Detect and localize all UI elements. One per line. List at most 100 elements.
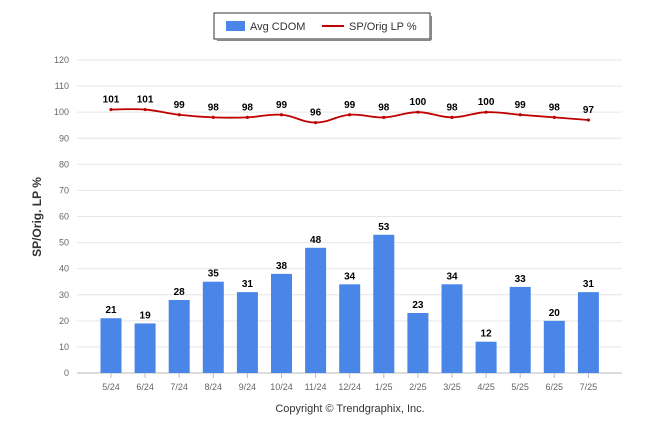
- bar-data-label: 53: [378, 222, 390, 233]
- x-tick-label: 3/25: [443, 382, 461, 392]
- bar-data-label: 31: [242, 279, 254, 290]
- bars: [100, 234, 599, 373]
- bar: [305, 247, 327, 373]
- line-data-label: 100: [478, 97, 495, 108]
- bar: [168, 299, 190, 373]
- legend-label-bar: Avg CDOM: [250, 21, 305, 33]
- bar: [373, 234, 395, 373]
- copyright: Copyright © Trendgraphix, Inc.: [275, 403, 424, 415]
- y-tick-label: 100: [54, 107, 69, 117]
- x-tick-label: 12/24: [338, 382, 361, 392]
- y-tick-label: 80: [59, 159, 69, 169]
- y-tick-label: 60: [59, 212, 69, 222]
- line-data-label: 101: [103, 95, 120, 106]
- x-tick-label: 5/24: [102, 382, 120, 392]
- bar-data-label: 21: [105, 305, 117, 316]
- bar: [134, 323, 156, 373]
- bar-labels: 21 19 28 35 31 38 48 34 53 23 34 12 33 20 31: [105, 222, 594, 340]
- line-point: [177, 113, 181, 117]
- y-tick-label: 0: [64, 368, 69, 378]
- bar: [339, 284, 361, 373]
- line-point: [518, 113, 522, 117]
- bar-data-label: 12: [481, 329, 493, 340]
- line-point: [348, 113, 352, 117]
- line-data-label: 98: [446, 102, 458, 113]
- line-data-label: 98: [242, 102, 254, 113]
- line-point: [552, 115, 556, 119]
- x-tick-label: 7/25: [580, 382, 598, 392]
- bar-data-label: 48: [310, 235, 322, 246]
- line-data-label: 99: [344, 100, 356, 111]
- x-tick-label: 4/25: [477, 382, 495, 392]
- line-series: [109, 107, 591, 125]
- x-tick-label: 5/25: [511, 382, 529, 392]
- line-point: [245, 115, 249, 119]
- y-tick-label: 20: [59, 316, 69, 326]
- line-data-label: 98: [378, 102, 390, 113]
- x-tick-label: 9/24: [239, 382, 257, 392]
- legend: Avg CDOM SP/Orig LP %: [213, 12, 432, 41]
- line-data-label: 99: [174, 100, 186, 111]
- line-data-label: 98: [208, 102, 220, 113]
- line-data-label: 99: [276, 100, 288, 111]
- x-tick-label: 2/25: [409, 382, 427, 392]
- bar: [509, 286, 531, 373]
- line-data-label: 100: [410, 97, 427, 108]
- line-point: [382, 115, 386, 119]
- x-axis-ticks: 5/24 6/24 7/24 8/24 9/24 10/24 11/24 12/24 1/25 2…: [102, 373, 597, 392]
- line-point: [314, 121, 318, 125]
- legend-swatch-bar: [226, 21, 245, 31]
- line-data-label: 101: [137, 95, 154, 106]
- bar-data-label: 33: [515, 274, 527, 285]
- line-point: [109, 107, 113, 112]
- bar: [577, 292, 599, 373]
- bar: [475, 341, 497, 373]
- line-data-label: 97: [583, 105, 595, 116]
- x-tick-label: 10/24: [270, 382, 293, 392]
- bar-data-label: 34: [446, 271, 458, 282]
- y-tick-label: 40: [59, 264, 69, 274]
- bar-data-label: 20: [549, 308, 561, 319]
- line-point: [586, 118, 591, 122]
- line-point: [484, 110, 488, 114]
- x-tick-label: 1/25: [375, 382, 393, 392]
- line-point: [416, 110, 420, 114]
- bar: [543, 320, 565, 373]
- bar-data-label: 28: [174, 287, 186, 298]
- bar-data-label: 31: [583, 279, 595, 290]
- bar-data-label: 23: [412, 300, 424, 311]
- bar: [441, 284, 463, 373]
- y-tick-label: 120: [54, 55, 69, 65]
- y-tick-label: 30: [59, 290, 69, 300]
- bar-data-label: 38: [276, 261, 288, 272]
- bar: [100, 318, 122, 373]
- y-tick-label: 50: [59, 238, 69, 248]
- bar-data-label: 19: [140, 310, 152, 321]
- line-data-label: 98: [549, 102, 561, 113]
- line-data-label: 96: [310, 108, 322, 119]
- bar: [407, 313, 429, 373]
- line-point: [143, 107, 147, 112]
- bar: [271, 273, 292, 373]
- line-labels: 101 101 99 98 98 99 96 99 98 100 98 100 99 98 97: [103, 95, 595, 119]
- line-data-label: 99: [515, 100, 527, 111]
- legend-label-line: SP/Orig LP %: [349, 21, 417, 33]
- x-tick-label: 6/25: [546, 382, 564, 392]
- y-tick-label: 110: [55, 81, 69, 91]
- x-tick-label: 7/24: [170, 382, 188, 392]
- y-tick-label: 70: [59, 185, 69, 195]
- x-tick-label: 6/24: [136, 382, 154, 392]
- bar: [202, 281, 224, 373]
- x-tick-label: 8/24: [205, 382, 223, 392]
- bar: [236, 292, 258, 373]
- bar-data-label: 34: [344, 271, 356, 282]
- y-tick-label: 10: [59, 342, 69, 352]
- line-point: [211, 115, 215, 119]
- line-point: [279, 113, 284, 117]
- y-axis-ticks: 0 10 20 30 40 50 60 70 80 90 100 110 120: [54, 55, 69, 378]
- line-point: [450, 115, 454, 119]
- x-tick-label: 11/24: [305, 382, 327, 392]
- bar-data-label: 35: [208, 269, 220, 280]
- y-tick-label: 90: [59, 133, 69, 143]
